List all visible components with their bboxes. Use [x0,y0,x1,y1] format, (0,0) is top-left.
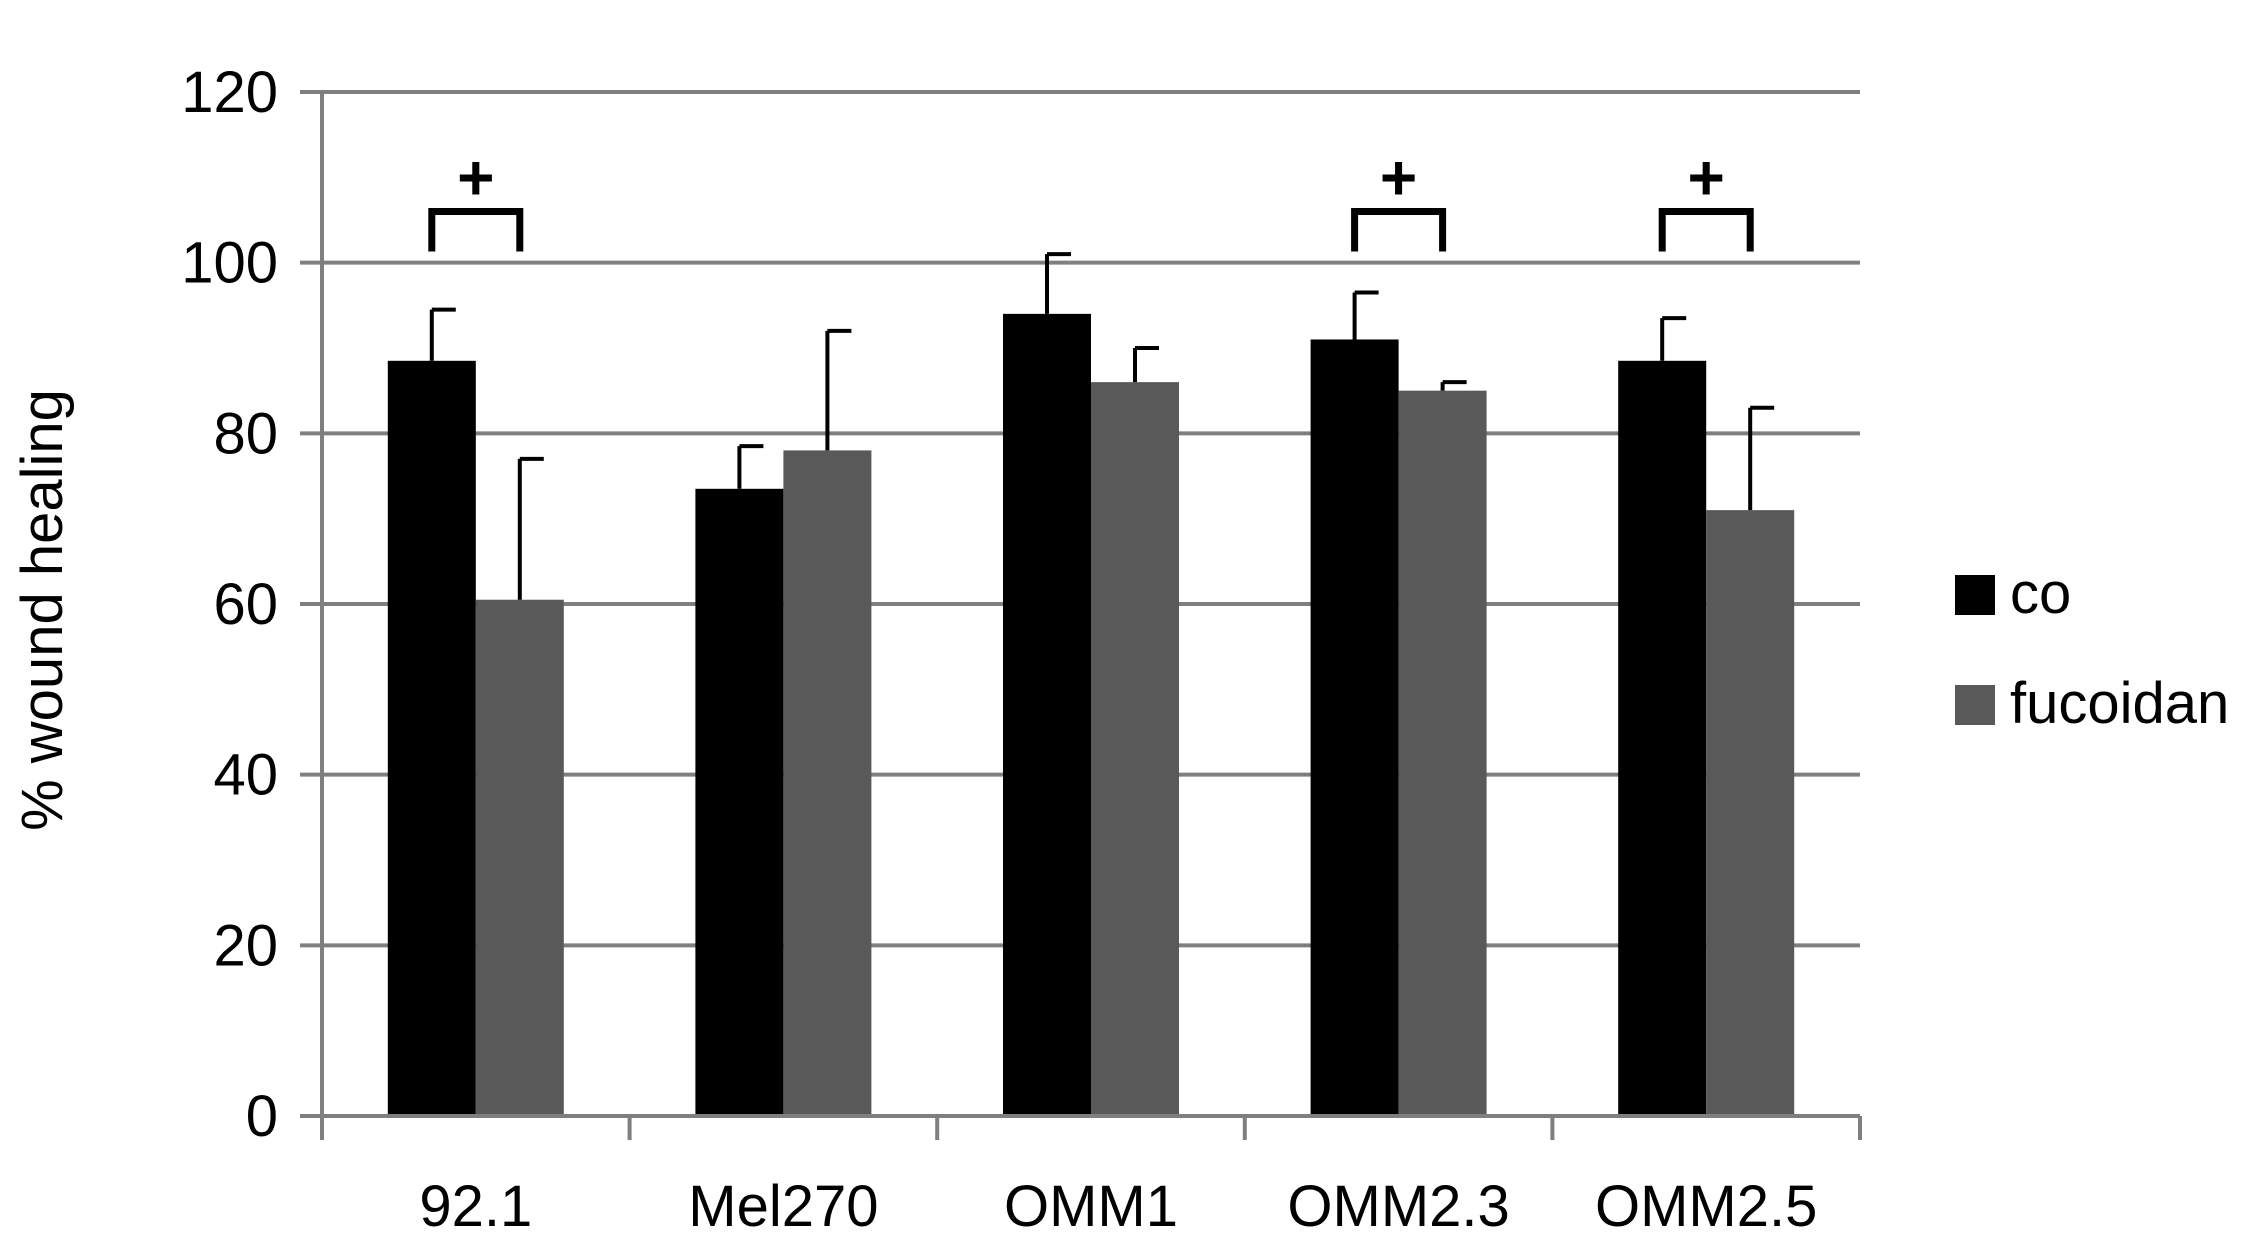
axes [300,90,1862,1140]
bar-fucoidan-OMM2.5 [1706,510,1795,1117]
y-axis-title: % wound healing [10,389,75,831]
y-tick-label: 60 [213,572,278,637]
bar-co-OMM2.3 [1310,339,1399,1116]
legend: co fucoidan [1955,561,2229,736]
bar-co-OMM2.5 [1618,360,1707,1116]
bar-fucoidan-OMM2.3 [1398,390,1487,1117]
y-tick-label: 100 [181,231,278,296]
significance-symbol: + [1688,141,1725,213]
y-tick-label: 40 [213,743,278,808]
x-tick-label: OMM2.3 [1287,1174,1509,1239]
bar-fucoidan-Mel270 [783,450,872,1116]
y-tick-label: 120 [181,60,278,125]
significance-bracket [1658,207,1754,252]
x-tick-label: 92.1 [419,1174,532,1239]
y-tick-label: 0 [246,1084,278,1149]
bar-co-Mel270 [695,488,784,1116]
significance-bracket [1351,207,1447,252]
legend-label-fucoidan: fucoidan [2010,671,2229,736]
bar-fucoidan-92.1 [475,599,564,1116]
tick-labels: 0 20 40 60 80 100 120 92.1 Mel270 OMM1 OMM2.3 OMM2.… [181,60,1817,1239]
legend-label-co: co [2010,561,2071,626]
bar-co-OMM1 [1003,313,1091,1116]
x-tick-label: Mel270 [688,1174,878,1239]
y-tick-label: 80 [213,401,278,466]
legend-swatch-co [1955,575,1995,615]
significance-bracket [428,207,524,252]
bar-co-92.1 [387,360,476,1116]
significance-markers: + + + [428,141,1754,252]
legend-swatch-fucoidan [1955,685,1995,725]
bar-fucoidan-OMM1 [1091,382,1179,1117]
x-tick-label: OMM2.5 [1595,1174,1817,1239]
x-tick-label: OMM1 [1004,1174,1178,1239]
significance-symbol: + [457,141,494,213]
bars [387,252,1795,1117]
y-tick-label: 20 [213,913,278,978]
significance-symbol: + [1380,141,1417,213]
